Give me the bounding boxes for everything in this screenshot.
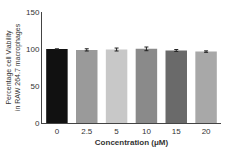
svg-text:100: 100 (26, 45, 40, 54)
svg-text:20: 20 (202, 127, 211, 136)
svg-text:150: 150 (26, 8, 40, 17)
svg-text:Concentration (μM): Concentration (μM) (95, 138, 169, 147)
svg-text:5: 5 (114, 127, 119, 136)
svg-text:15: 15 (172, 127, 181, 136)
svg-text:2.5: 2.5 (81, 127, 93, 136)
svg-text:10: 10 (142, 127, 151, 136)
svg-text:0: 0 (55, 127, 60, 136)
svg-text:Percentage cell Viabilityin RA: Percentage cell Viabilityin RAW 264.7 ma… (5, 23, 22, 111)
svg-text:50: 50 (30, 82, 39, 91)
svg-text:0: 0 (35, 119, 40, 128)
